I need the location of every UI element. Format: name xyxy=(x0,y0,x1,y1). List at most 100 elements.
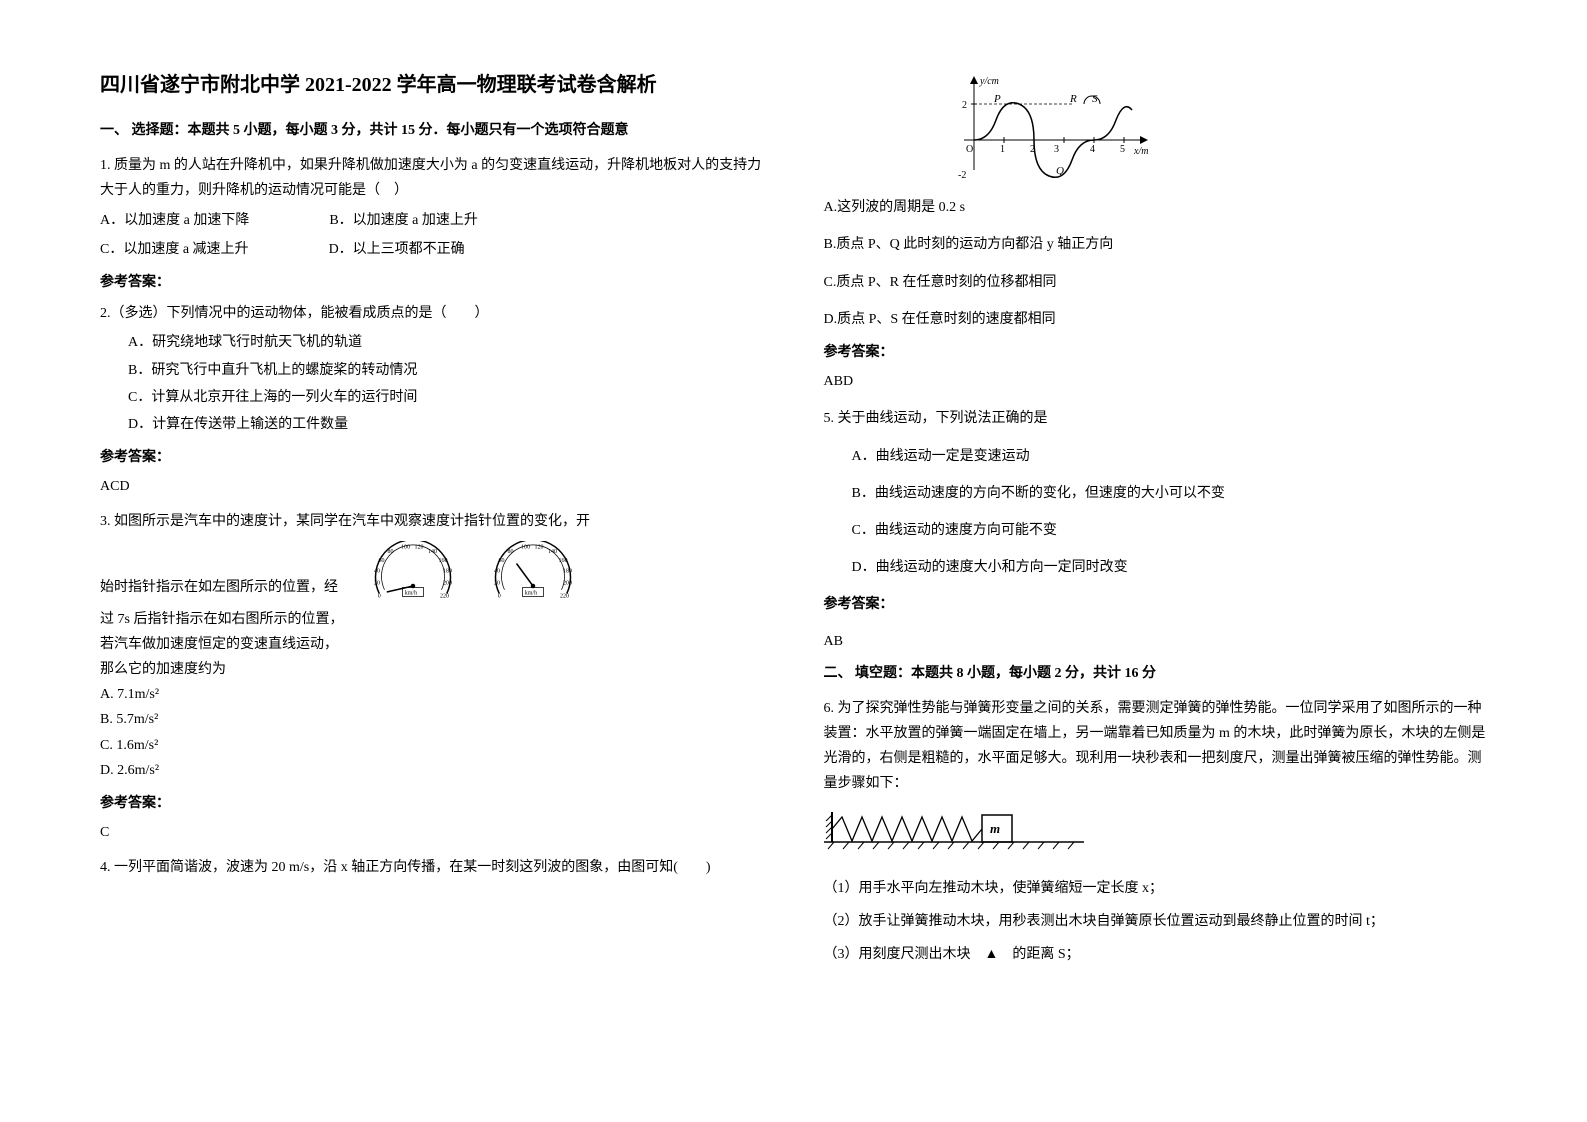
q3-post3: 那么它的加速度约为 xyxy=(100,657,764,682)
q1-options-row1: A．以加速度 a 加速下降 B．以加速度 a 加速上升 xyxy=(100,208,764,233)
q6-s1: （1）用手水平向左推动木块，使弹簧缩短一定长度 x； xyxy=(824,876,1488,901)
wave-graph: y/cm x/m 2 -2 O 1 2 3 4 5 P Q R S xyxy=(944,70,1488,189)
question-1: 1. 质量为 m 的人站在升降机中，如果升降机做加速度大小为 a 的匀变速直线运… xyxy=(100,153,764,295)
svg-text:200: 200 xyxy=(443,580,452,586)
svg-text:y/cm: y/cm xyxy=(979,76,999,87)
svg-text:120: 120 xyxy=(535,544,544,550)
svg-text:O: O xyxy=(966,144,973,155)
section2-header: 二、 填空题：本题共 8 小题，每小题 2 分，共计 16 分 xyxy=(824,661,1488,686)
q3-post2: 若汽车做加速度恒定的变速直线运动， xyxy=(100,632,764,657)
spring-diagram: m xyxy=(824,807,1488,866)
question-6: 6. 为了探究弹性势能与弹簧形变量之间的关系，需要测定弹簧的弹性势能。一位同学采… xyxy=(824,696,1488,968)
q4-optD: D.质点 P、S 在任意时刻的速度都相同 xyxy=(824,307,1488,332)
question-4-intro: 4. 一列平面简谐波，波速为 20 m/s，沿 x 轴正方向传播，在某一时刻这列… xyxy=(100,855,764,880)
svg-text:0: 0 xyxy=(498,593,501,599)
q4-answer: ABD xyxy=(824,369,1488,394)
q2-answer: ACD xyxy=(100,474,764,499)
svg-text:P: P xyxy=(993,93,1001,105)
speedometer-left: 0 20 40 60 80 100 120 140 160 180 200 22… xyxy=(368,541,458,601)
q5-optD: D．曲线运动的速度大小和方向一定同时改变 xyxy=(852,555,1488,580)
q2-optA: A．研究绕地球飞行时航天飞机的轨道 xyxy=(128,330,764,355)
q4-answer-label: 参考答案： xyxy=(824,340,1488,365)
question-5: 5. 关于曲线运动，下列说法正确的是 A．曲线运动一定是变速运动 B．曲线运动速… xyxy=(824,406,1488,654)
spring-svg: m xyxy=(824,807,1084,857)
wave-svg: y/cm x/m 2 -2 O 1 2 3 4 5 P Q R S xyxy=(944,70,1154,180)
q3-post-block: 过 7s 后指针指示在如右图所示的位置， 若汽车做加速度恒定的变速直线运动， 那… xyxy=(100,607,764,783)
svg-text:Q: Q xyxy=(1056,165,1064,177)
svg-text:80: 80 xyxy=(508,549,514,555)
q5-answer-label: 参考答案： xyxy=(824,592,1488,617)
q3-optC: C. 1.6m/s² xyxy=(100,733,764,758)
q6-text: 6. 为了探究弹性势能与弹簧形变量之间的关系，需要测定弹簧的弹性势能。一位同学采… xyxy=(824,696,1488,797)
question-3: 3. 如图所示是汽车中的速度计，某同学在汽车中观察速度计指针位置的变化，开 始时… xyxy=(100,509,764,845)
q2-options: A．研究绕地球飞行时航天飞机的轨道 B．研究飞行中直升飞机上的螺旋桨的转动情况 … xyxy=(128,330,764,437)
q1-optC: C．以加速度 a 减速上升 xyxy=(100,237,249,262)
svg-text:200: 200 xyxy=(563,580,572,586)
svg-text:140: 140 xyxy=(548,549,557,555)
exam-title: 四川省遂宁市附北中学 2021-2022 学年高一物理联考试卷含解析 xyxy=(100,70,764,100)
q5-answer: AB xyxy=(824,629,1488,654)
speedometer-right: 0 20 40 60 80 100 120 140 160 180 200 22… xyxy=(488,541,578,601)
svg-text:60: 60 xyxy=(499,558,505,564)
svg-text:40: 40 xyxy=(494,568,500,574)
q1-optD: D．以上三项都不正确 xyxy=(329,237,465,262)
svg-text:x/m: x/m xyxy=(1133,146,1148,157)
svg-text:4: 4 xyxy=(1090,144,1095,155)
svg-text:180: 180 xyxy=(563,568,572,574)
q6-steps: （1）用手水平向左推动木块，使弹簧缩短一定长度 x； （2）放手让弹簧推动木块，… xyxy=(824,876,1488,968)
q1-answer-label: 参考答案： xyxy=(100,270,764,295)
q3-post1: 过 7s 后指针指示在如右图所示的位置， xyxy=(100,607,764,632)
svg-text:0: 0 xyxy=(378,593,381,599)
svg-text:40: 40 xyxy=(374,568,380,574)
svg-text:1: 1 xyxy=(1000,144,1005,155)
question-4-options: A.这列波的周期是 0.2 s B.质点 P、Q 此时刻的运动方向都沿 y 轴正… xyxy=(824,195,1488,394)
left-column: 四川省遂宁市附北中学 2021-2022 学年高一物理联考试卷含解析 一、 选择… xyxy=(100,70,764,1052)
q5-text: 5. 关于曲线运动，下列说法正确的是 xyxy=(824,406,1488,431)
q4-optB: B.质点 P、Q 此时刻的运动方向都沿 y 轴正方向 xyxy=(824,232,1488,257)
q1-text: 1. 质量为 m 的人站在升降机中，如果升降机做加速度大小为 a 的匀变速直线运… xyxy=(100,153,764,203)
svg-text:80: 80 xyxy=(388,549,394,555)
svg-text:220: 220 xyxy=(560,593,569,599)
question-2: 2.（多选）下列情况中的运动物体，能被看成质点的是（ ） A．研究绕地球飞行时航… xyxy=(100,301,764,499)
svg-text:20: 20 xyxy=(494,580,500,586)
q1-options-row2: C．以加速度 a 减速上升 D．以上三项都不正确 xyxy=(100,237,764,262)
svg-text:m: m xyxy=(990,821,1000,836)
svg-text:5: 5 xyxy=(1120,144,1125,155)
q3-pre: 3. 如图所示是汽车中的速度计，某同学在汽车中观察速度计指针位置的变化，开 xyxy=(100,509,764,534)
svg-text:km/h: km/h xyxy=(405,590,417,596)
svg-text:20: 20 xyxy=(374,580,380,586)
svg-text:100: 100 xyxy=(521,544,530,550)
q2-text: 2.（多选）下列情况中的运动物体，能被看成质点的是（ ） xyxy=(100,301,764,326)
q2-optD: D．计算在传送带上输送的工件数量 xyxy=(128,412,764,437)
svg-text:3: 3 xyxy=(1054,144,1059,155)
svg-text:km/h: km/h xyxy=(525,590,537,596)
svg-text:160: 160 xyxy=(439,558,448,564)
q2-optC: C．计算从北京开往上海的一列火车的运行时间 xyxy=(128,385,764,410)
q2-answer-label: 参考答案： xyxy=(100,445,764,470)
q6-s3: （3）用刻度尺测出木块 ▲ 的距离 S； xyxy=(824,942,1488,967)
svg-text:R: R xyxy=(1069,93,1077,105)
q3-answer: C xyxy=(100,820,764,845)
svg-text:160: 160 xyxy=(559,558,568,564)
q5-optC: C．曲线运动的速度方向可能不变 xyxy=(852,518,1488,543)
q1-optB: B．以加速度 a 加速上升 xyxy=(329,208,478,233)
svg-text:220: 220 xyxy=(440,593,449,599)
q4-optA: A.这列波的周期是 0.2 s xyxy=(824,195,1488,220)
svg-text:120: 120 xyxy=(415,544,424,550)
q1-optA: A．以加速度 a 加速下降 xyxy=(100,208,249,233)
svg-text:S: S xyxy=(1092,93,1098,105)
q3-optD: D. 2.6m/s² xyxy=(100,758,764,783)
q5-optB: B．曲线运动速度的方向不断的变化，但速度的大小可以不变 xyxy=(852,481,1488,506)
q3-mid: 始时指针指示在如左图所示的位置，经 xyxy=(100,575,338,600)
right-column: y/cm x/m 2 -2 O 1 2 3 4 5 P Q R S A.这列波的… xyxy=(824,70,1488,1052)
q3-optA: A. 7.1m/s² xyxy=(100,682,764,707)
q5-optA: A．曲线运动一定是变速运动 xyxy=(852,444,1488,469)
svg-text:180: 180 xyxy=(443,568,452,574)
q3-optB: B. 5.7m/s² xyxy=(100,707,764,732)
svg-text:2: 2 xyxy=(962,100,967,111)
q6-s2: （2）放手让弹簧推动木块，用秒表测出木块自弹簧原长位置运动到最终静止位置的时间 … xyxy=(824,909,1488,934)
q3-answer-label: 参考答案： xyxy=(100,791,764,816)
q4-optC: C.质点 P、R 在任意时刻的位移都相同 xyxy=(824,270,1488,295)
svg-text:100: 100 xyxy=(401,544,410,550)
section1-header: 一、 选择题：本题共 5 小题，每小题 3 分，共计 15 分．每小题只有一个选… xyxy=(100,118,764,143)
